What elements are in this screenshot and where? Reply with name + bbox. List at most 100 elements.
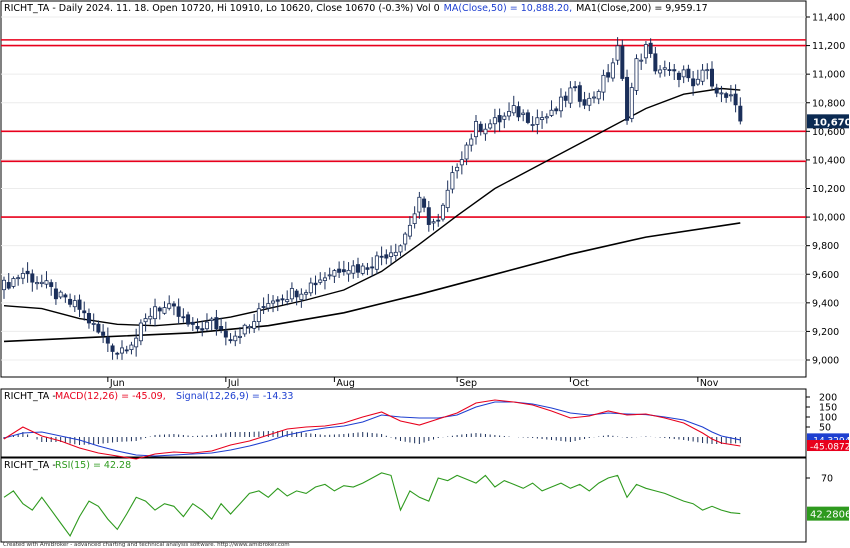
candle-up xyxy=(308,282,313,294)
candle-down xyxy=(96,323,101,333)
candle-down xyxy=(365,267,370,270)
candle-up xyxy=(252,321,257,329)
candle-down xyxy=(49,282,54,287)
candle-up xyxy=(72,300,77,308)
candle-up xyxy=(327,274,332,277)
candle-down xyxy=(280,298,285,301)
last-close-label: 10,670 xyxy=(813,117,850,128)
price-level-lines xyxy=(1,39,806,218)
macd-header-value: MACD(12,26) = -45.09, xyxy=(55,391,166,402)
candle-up xyxy=(346,269,351,275)
candle-up xyxy=(285,299,290,303)
candle-down xyxy=(186,314,191,325)
rsi-value-label: 42.2806 xyxy=(810,510,850,521)
candle-up xyxy=(318,279,323,283)
price-tick-label: 9,800 xyxy=(812,241,839,252)
candle-up xyxy=(351,265,356,274)
candle-down xyxy=(6,282,11,289)
candle-down xyxy=(525,112,530,123)
candle-down xyxy=(110,345,115,352)
candle-down xyxy=(115,352,120,355)
candle-up xyxy=(271,300,276,304)
candle-up xyxy=(167,303,172,309)
candle-up xyxy=(360,265,365,274)
candle-up xyxy=(39,281,44,285)
candle-down xyxy=(105,336,110,344)
candle-down xyxy=(101,331,106,336)
candle-up xyxy=(134,337,139,348)
candle-down xyxy=(710,68,715,87)
candle-up xyxy=(407,224,412,237)
macd-tick-label: 150 xyxy=(819,403,837,414)
macd-panel xyxy=(0,388,807,458)
candle-down xyxy=(436,219,441,222)
candle-up xyxy=(507,110,512,117)
candle-up xyxy=(596,91,601,100)
date-tick-label: Jul xyxy=(227,378,239,389)
candle-up xyxy=(662,67,667,70)
candle-down xyxy=(606,72,611,78)
candle-up xyxy=(332,270,337,277)
ma200-line-path xyxy=(3,222,741,343)
candle-down xyxy=(313,282,318,286)
candle-up xyxy=(266,303,271,309)
candle-down xyxy=(171,303,176,307)
footer-credit: Created with AmiBroker - advanced charti… xyxy=(3,542,290,548)
candle-up xyxy=(91,323,96,325)
candle-up xyxy=(634,58,639,91)
candle-down xyxy=(426,207,431,225)
candle-up xyxy=(417,196,422,213)
candle-down xyxy=(261,306,266,308)
rsi-line xyxy=(3,472,741,537)
rsi-plot: 70 42.2806 xyxy=(3,472,850,537)
candle-up xyxy=(681,69,686,78)
candle-down xyxy=(176,306,181,317)
candle-up xyxy=(639,59,644,62)
candle-down xyxy=(625,76,630,121)
candle-up xyxy=(558,96,563,112)
candle-up xyxy=(492,117,497,125)
candle-down xyxy=(384,254,389,259)
candle-down xyxy=(82,310,87,314)
candle-up xyxy=(289,288,294,300)
candle-up xyxy=(455,166,460,172)
candle-down xyxy=(648,42,653,54)
candle-up xyxy=(129,344,134,351)
date-tick-label: Oct xyxy=(572,378,589,389)
candle-up xyxy=(488,123,493,129)
date-tick-label: Sep xyxy=(459,378,477,389)
candle-up xyxy=(237,335,242,338)
date-tick-label: Jun xyxy=(109,378,125,389)
candle-down xyxy=(653,53,658,72)
candle-up xyxy=(615,45,620,61)
candle-up xyxy=(568,87,573,104)
candle-up xyxy=(695,78,700,85)
candle-up xyxy=(511,105,516,114)
candle-down xyxy=(337,268,342,273)
candle-up xyxy=(431,221,436,224)
candle-down xyxy=(195,326,200,330)
candle-down xyxy=(478,123,483,132)
candle-up xyxy=(20,273,25,279)
macd-tick-label: 100 xyxy=(819,413,837,424)
candle-down xyxy=(738,105,743,122)
candle-up xyxy=(398,245,403,253)
price-tick-label: 10,600 xyxy=(812,127,845,138)
candle-down xyxy=(124,349,129,352)
candle-down xyxy=(724,93,729,98)
candle-up xyxy=(393,251,398,256)
candle-down xyxy=(573,86,578,89)
candle-down xyxy=(53,288,58,300)
candle-down xyxy=(200,328,205,331)
price-tick-label: 10,000 xyxy=(812,213,845,224)
price-tick-label: 11,200 xyxy=(812,41,845,52)
candle-up xyxy=(162,307,167,314)
macd-tick-label: 200 xyxy=(819,393,837,404)
candle-up xyxy=(464,144,469,160)
candle-down xyxy=(379,255,384,258)
candle-up xyxy=(58,291,63,298)
candle-up xyxy=(16,277,21,280)
candle-up xyxy=(153,306,158,320)
candle-down xyxy=(667,69,672,72)
candle-down xyxy=(214,317,219,330)
